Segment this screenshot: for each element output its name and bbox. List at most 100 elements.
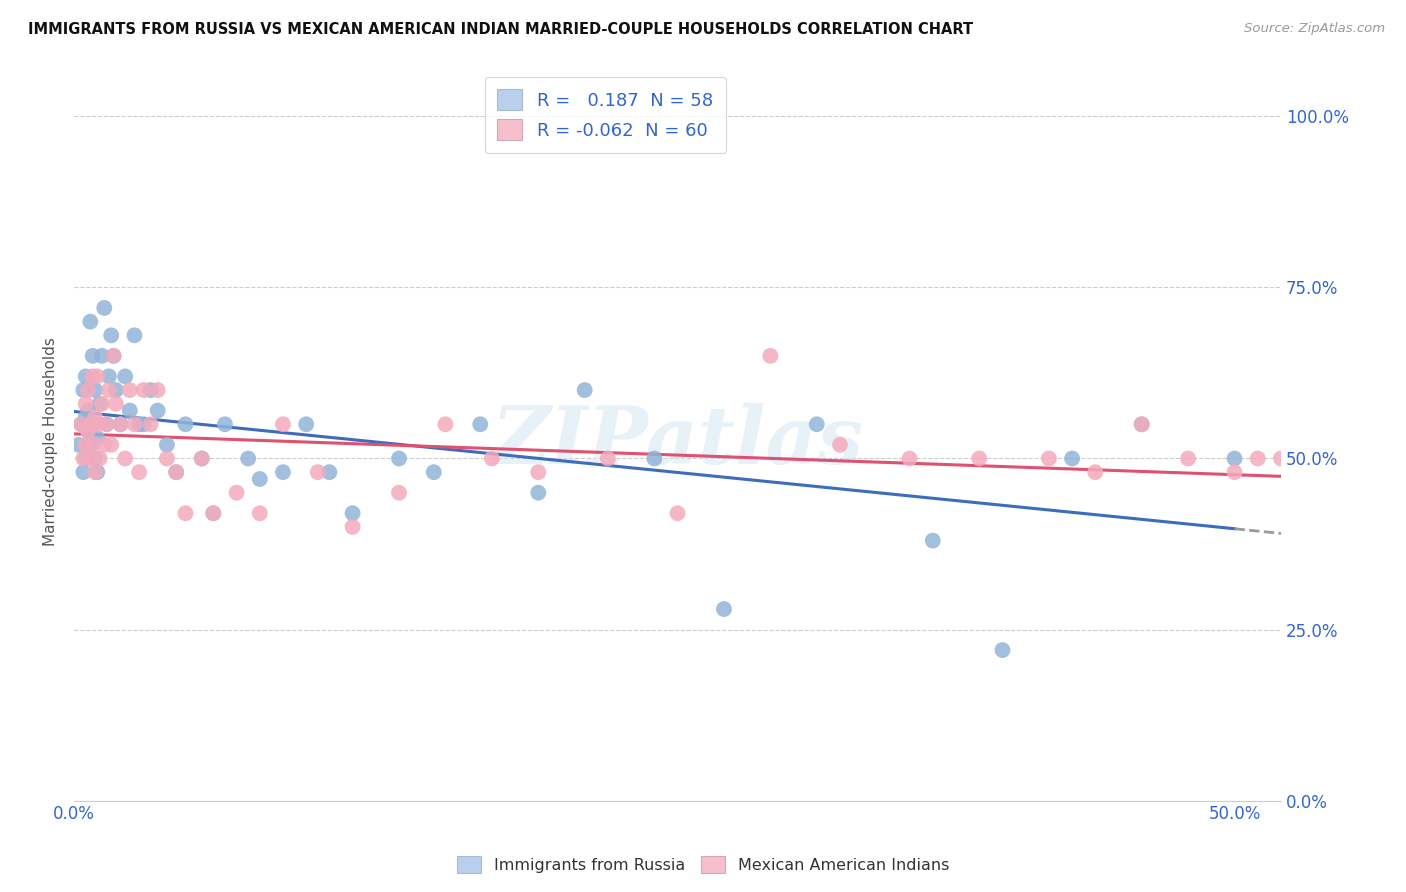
Legend: R =   0.187  N = 58, R = -0.062  N = 60: R = 0.187 N = 58, R = -0.062 N = 60 — [485, 77, 725, 153]
Point — [139, 417, 162, 432]
Point — [146, 403, 169, 417]
Point — [342, 520, 364, 534]
Point — [1223, 451, 1246, 466]
Point — [643, 451, 665, 466]
Point — [103, 349, 125, 363]
Point — [128, 465, 150, 479]
Point — [72, 465, 94, 479]
Point — [110, 417, 132, 432]
Point — [967, 451, 990, 466]
Point — [481, 451, 503, 466]
Point — [423, 465, 446, 479]
Point — [70, 417, 93, 432]
Point — [93, 301, 115, 315]
Point — [190, 451, 212, 466]
Y-axis label: Married-couple Households: Married-couple Households — [44, 337, 58, 546]
Point — [82, 349, 104, 363]
Point — [89, 397, 111, 411]
Point — [104, 397, 127, 411]
Point — [86, 465, 108, 479]
Point — [96, 417, 118, 432]
Point — [86, 417, 108, 432]
Point — [91, 397, 114, 411]
Point — [86, 369, 108, 384]
Point — [238, 451, 260, 466]
Point — [991, 643, 1014, 657]
Point — [84, 451, 107, 466]
Point — [898, 451, 921, 466]
Point — [574, 383, 596, 397]
Point — [132, 383, 155, 397]
Point — [67, 438, 90, 452]
Point — [271, 465, 294, 479]
Point — [139, 383, 162, 397]
Point — [1316, 485, 1339, 500]
Point — [86, 431, 108, 445]
Point — [104, 383, 127, 397]
Point — [82, 369, 104, 384]
Point — [1130, 417, 1153, 432]
Point — [1130, 417, 1153, 432]
Point — [156, 438, 179, 452]
Point — [190, 451, 212, 466]
Point — [1062, 451, 1084, 466]
Point — [77, 403, 100, 417]
Point — [202, 506, 225, 520]
Point — [118, 383, 141, 397]
Point — [388, 451, 411, 466]
Point — [434, 417, 457, 432]
Point — [1247, 451, 1270, 466]
Point — [342, 506, 364, 520]
Point — [596, 451, 619, 466]
Point — [124, 328, 146, 343]
Point — [666, 506, 689, 520]
Point — [174, 417, 197, 432]
Point — [75, 451, 97, 466]
Point — [225, 485, 247, 500]
Point — [91, 349, 114, 363]
Point — [527, 485, 550, 500]
Point — [103, 349, 125, 363]
Text: ZIPatlas: ZIPatlas — [492, 402, 863, 480]
Point — [96, 417, 118, 432]
Point — [77, 424, 100, 438]
Point — [84, 410, 107, 425]
Point — [84, 465, 107, 479]
Point — [1084, 465, 1107, 479]
Point — [79, 417, 101, 432]
Text: Source: ZipAtlas.com: Source: ZipAtlas.com — [1244, 22, 1385, 36]
Point — [527, 465, 550, 479]
Point — [79, 451, 101, 466]
Legend: Immigrants from Russia, Mexican American Indians: Immigrants from Russia, Mexican American… — [450, 849, 956, 880]
Point — [921, 533, 943, 548]
Point — [713, 602, 735, 616]
Point — [806, 417, 828, 432]
Point — [70, 417, 93, 432]
Point — [318, 465, 340, 479]
Point — [249, 506, 271, 520]
Point — [75, 438, 97, 452]
Point — [828, 438, 851, 452]
Point — [307, 465, 329, 479]
Point — [118, 403, 141, 417]
Text: IMMIGRANTS FROM RUSSIA VS MEXICAN AMERICAN INDIAN MARRIED-COUPLE HOUSEHOLDS CORR: IMMIGRANTS FROM RUSSIA VS MEXICAN AMERIC… — [28, 22, 973, 37]
Point — [128, 417, 150, 432]
Point — [165, 465, 187, 479]
Point — [295, 417, 318, 432]
Point — [114, 369, 136, 384]
Point — [1270, 451, 1292, 466]
Point — [132, 417, 155, 432]
Point — [174, 506, 197, 520]
Point — [202, 506, 225, 520]
Point — [146, 383, 169, 397]
Point — [100, 438, 122, 452]
Point — [84, 383, 107, 397]
Point — [82, 417, 104, 432]
Point — [72, 451, 94, 466]
Point — [75, 410, 97, 425]
Point — [214, 417, 236, 432]
Point — [100, 328, 122, 343]
Point — [75, 397, 97, 411]
Point — [165, 465, 187, 479]
Point — [470, 417, 492, 432]
